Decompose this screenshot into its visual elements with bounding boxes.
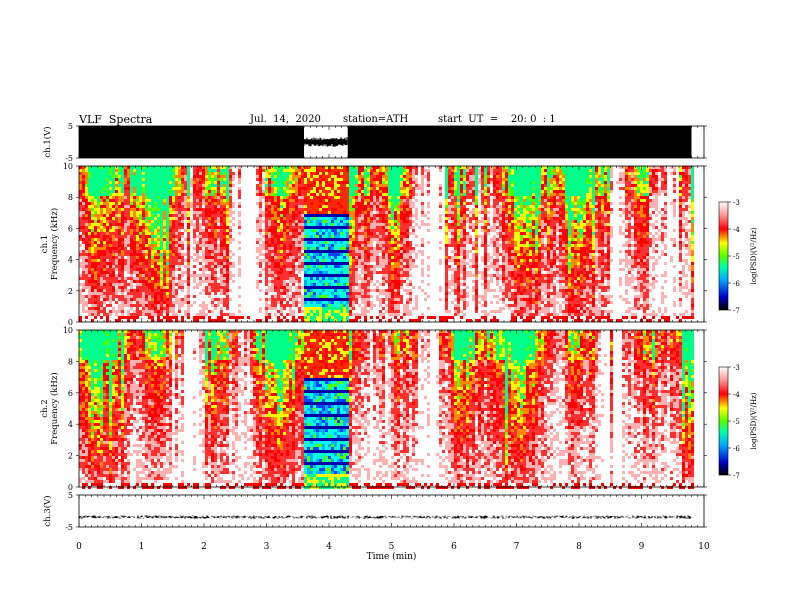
y-tick-label: 6 [68, 224, 73, 233]
colorbar-label: log(PSD)(V²/Hz) [750, 227, 758, 284]
colorbar-tick-label: -5 [733, 418, 740, 426]
colorbar-tick-label: -4 [733, 391, 740, 399]
waveform-segment [303, 137, 348, 147]
x-tick-label: 8 [576, 542, 582, 552]
colorbar-ch1 [718, 201, 729, 311]
y-axis-label-channel: ch.1 [40, 235, 50, 253]
spectrogram-ch1 [79, 166, 694, 322]
x-tick-label: 3 [264, 542, 270, 552]
y-tick-label: 0 [68, 483, 73, 492]
y-tick-label: -5 [65, 154, 73, 163]
x-tick-label: 5 [389, 542, 395, 552]
start-time-label: start UT = 20: 0 : 1 [438, 114, 556, 125]
x-tick-label: 9 [639, 542, 645, 552]
y-axis-label: Frequency (kHz) [49, 208, 60, 280]
y-axis-label-channel: ch.2 [40, 399, 50, 417]
y-tick-label: 2 [68, 452, 73, 461]
y-tick-label: 6 [68, 389, 73, 398]
spectrogram-ch2 [79, 330, 694, 489]
y-tick-label: 5 [68, 122, 73, 131]
y-tick-label: 4 [68, 256, 73, 265]
colorbar-tick-label: -5 [733, 253, 740, 261]
y-tick-label: 8 [68, 357, 73, 366]
x-tick-label: 4 [326, 542, 332, 552]
colorbar-ch2 [718, 366, 729, 476]
x-tick-label: 6 [451, 542, 457, 552]
y-tick-label: -5 [65, 523, 73, 532]
colorbar-tick-label: -6 [733, 445, 740, 453]
y-axis-label: Frequency (kHz) [49, 372, 60, 444]
y-tick-label: 0 [68, 318, 73, 327]
x-tick-label: 1 [139, 542, 145, 552]
x-tick-label: 10 [698, 542, 710, 552]
y-axis-label: ch.1(V) [42, 126, 53, 157]
panel-frame [78, 494, 705, 528]
waveform-ch3 [78, 515, 692, 519]
y-tick-label: 8 [68, 193, 73, 202]
colorbar-tick-label: -3 [733, 364, 740, 372]
y-tick-label: 10 [63, 162, 73, 171]
station-label: station=ATH [343, 114, 409, 125]
waveform-segment [79, 126, 304, 158]
waveform-segment [78, 515, 692, 519]
x-tick-label: 0 [76, 542, 82, 552]
colorbar-label: log(PSD)(V²/Hz) [750, 392, 758, 449]
colorbar-tick-label: -3 [733, 199, 740, 207]
x-axis-label: Time (min) [367, 551, 417, 562]
x-tick-label: 2 [201, 542, 207, 552]
y-tick-label: 2 [68, 287, 73, 296]
colorbar-tick-label: -4 [733, 226, 740, 234]
y-tick-label: 10 [63, 326, 73, 335]
waveform-ch1 [79, 126, 692, 158]
colorbar-tick-label: -7 [733, 307, 740, 315]
date-label: Jul. 14, 2020 [250, 114, 321, 125]
colorbar-tick-label: -6 [733, 280, 740, 288]
waveform-segment [347, 126, 692, 158]
colorbar-tick-label: -7 [733, 472, 740, 480]
y-axis-label: ch.3(V) [42, 495, 53, 526]
x-tick-label: 7 [514, 542, 520, 552]
y-tick-label: 5 [68, 491, 73, 500]
y-tick-label: 4 [68, 420, 73, 429]
chart-title: VLF Spectra [79, 113, 153, 126]
